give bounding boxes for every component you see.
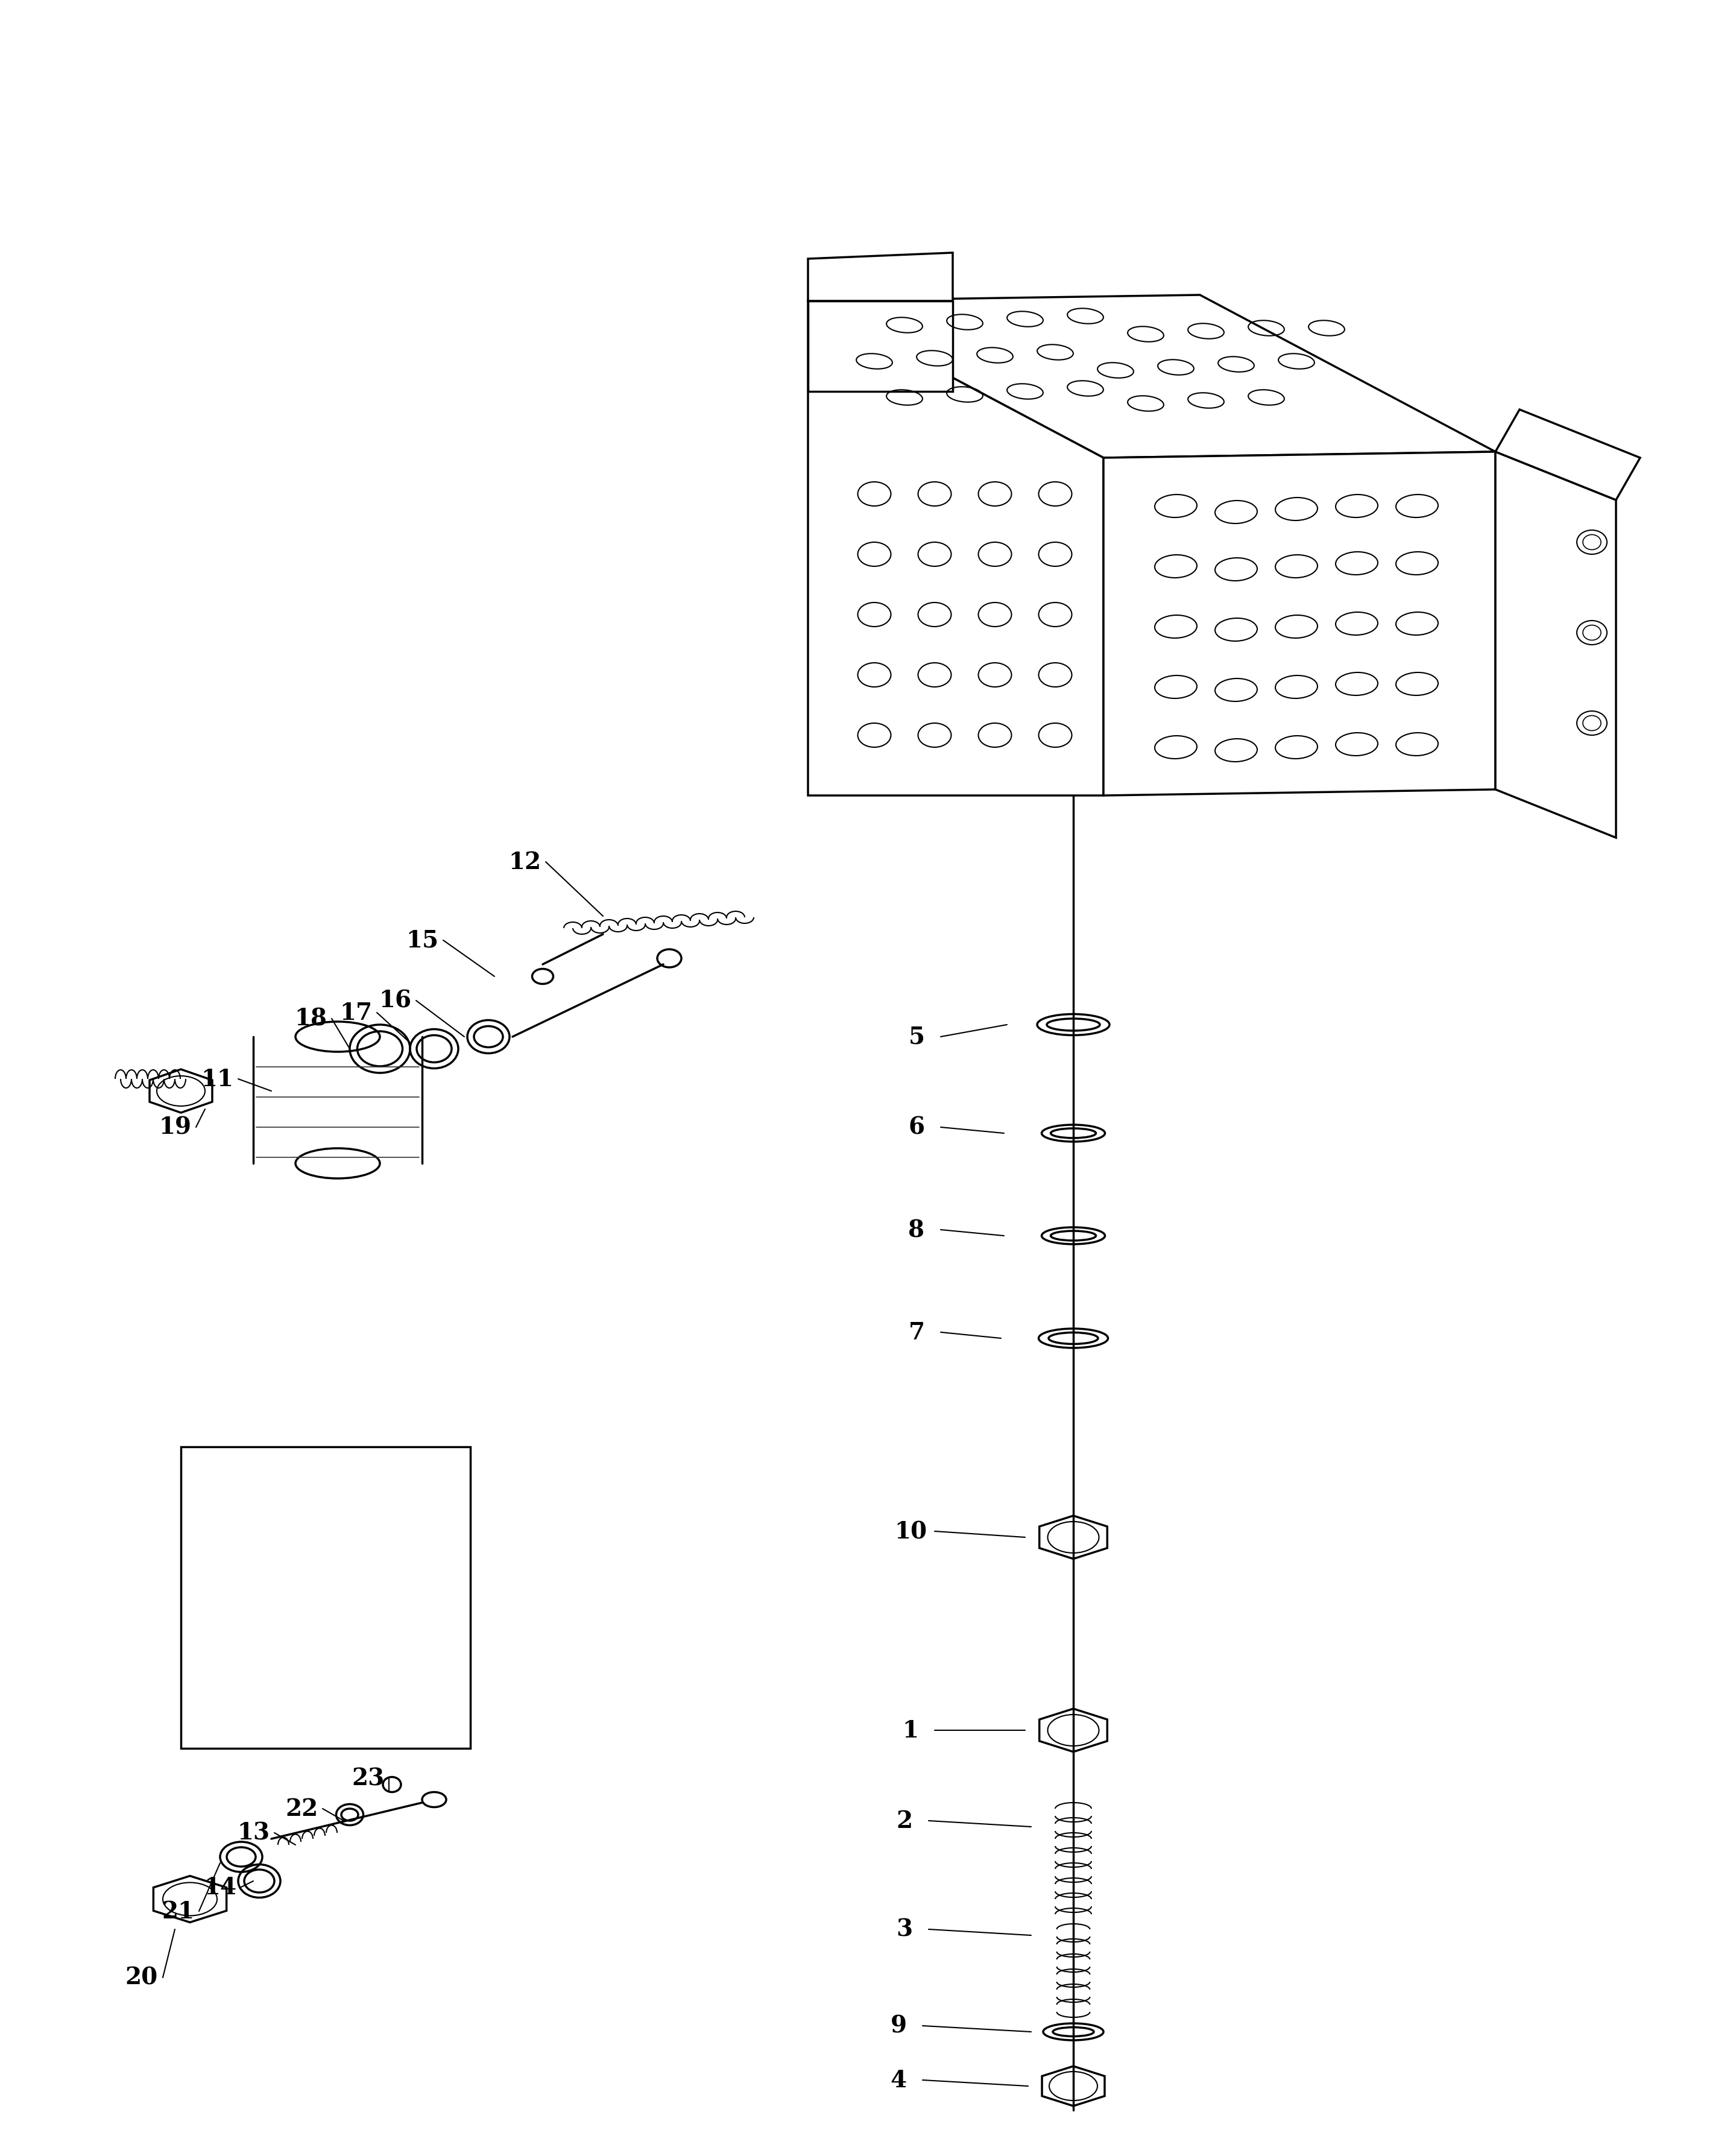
Text: 4: 4: [891, 2068, 906, 2092]
Bar: [181, 1447, 470, 1748]
Polygon shape: [1104, 452, 1495, 796]
Text: 10: 10: [894, 1520, 927, 1544]
Polygon shape: [807, 301, 953, 391]
Polygon shape: [1495, 452, 1616, 838]
Text: 9: 9: [891, 2015, 906, 2038]
Text: 19: 19: [158, 1116, 191, 1140]
Polygon shape: [149, 1069, 212, 1114]
Text: 16: 16: [378, 989, 411, 1013]
Text: 2: 2: [896, 1810, 913, 1832]
Polygon shape: [1495, 411, 1641, 501]
Text: 8: 8: [908, 1219, 925, 1241]
Text: 20: 20: [125, 1965, 158, 1989]
Text: 12: 12: [509, 851, 542, 873]
Text: 5: 5: [908, 1026, 925, 1049]
Text: 14: 14: [203, 1875, 236, 1898]
Text: 18: 18: [295, 1008, 326, 1030]
Polygon shape: [1040, 1709, 1108, 1752]
Text: 15: 15: [406, 929, 439, 952]
Text: 7: 7: [908, 1320, 925, 1344]
Text: 23: 23: [351, 1767, 384, 1791]
Text: 3: 3: [896, 1918, 913, 1941]
Polygon shape: [1040, 1516, 1108, 1559]
Text: 13: 13: [236, 1821, 269, 1845]
Text: 21: 21: [161, 1901, 194, 1922]
Ellipse shape: [384, 1778, 401, 1793]
Text: 6: 6: [908, 1116, 925, 1140]
Polygon shape: [807, 295, 1495, 458]
Text: 17: 17: [340, 1002, 372, 1023]
Polygon shape: [807, 254, 953, 301]
Polygon shape: [153, 1877, 226, 1922]
Text: 11: 11: [201, 1069, 233, 1090]
Polygon shape: [1042, 2066, 1104, 2107]
Text: 22: 22: [285, 1797, 318, 1821]
Text: 1: 1: [903, 1718, 918, 1742]
Polygon shape: [807, 301, 1104, 796]
